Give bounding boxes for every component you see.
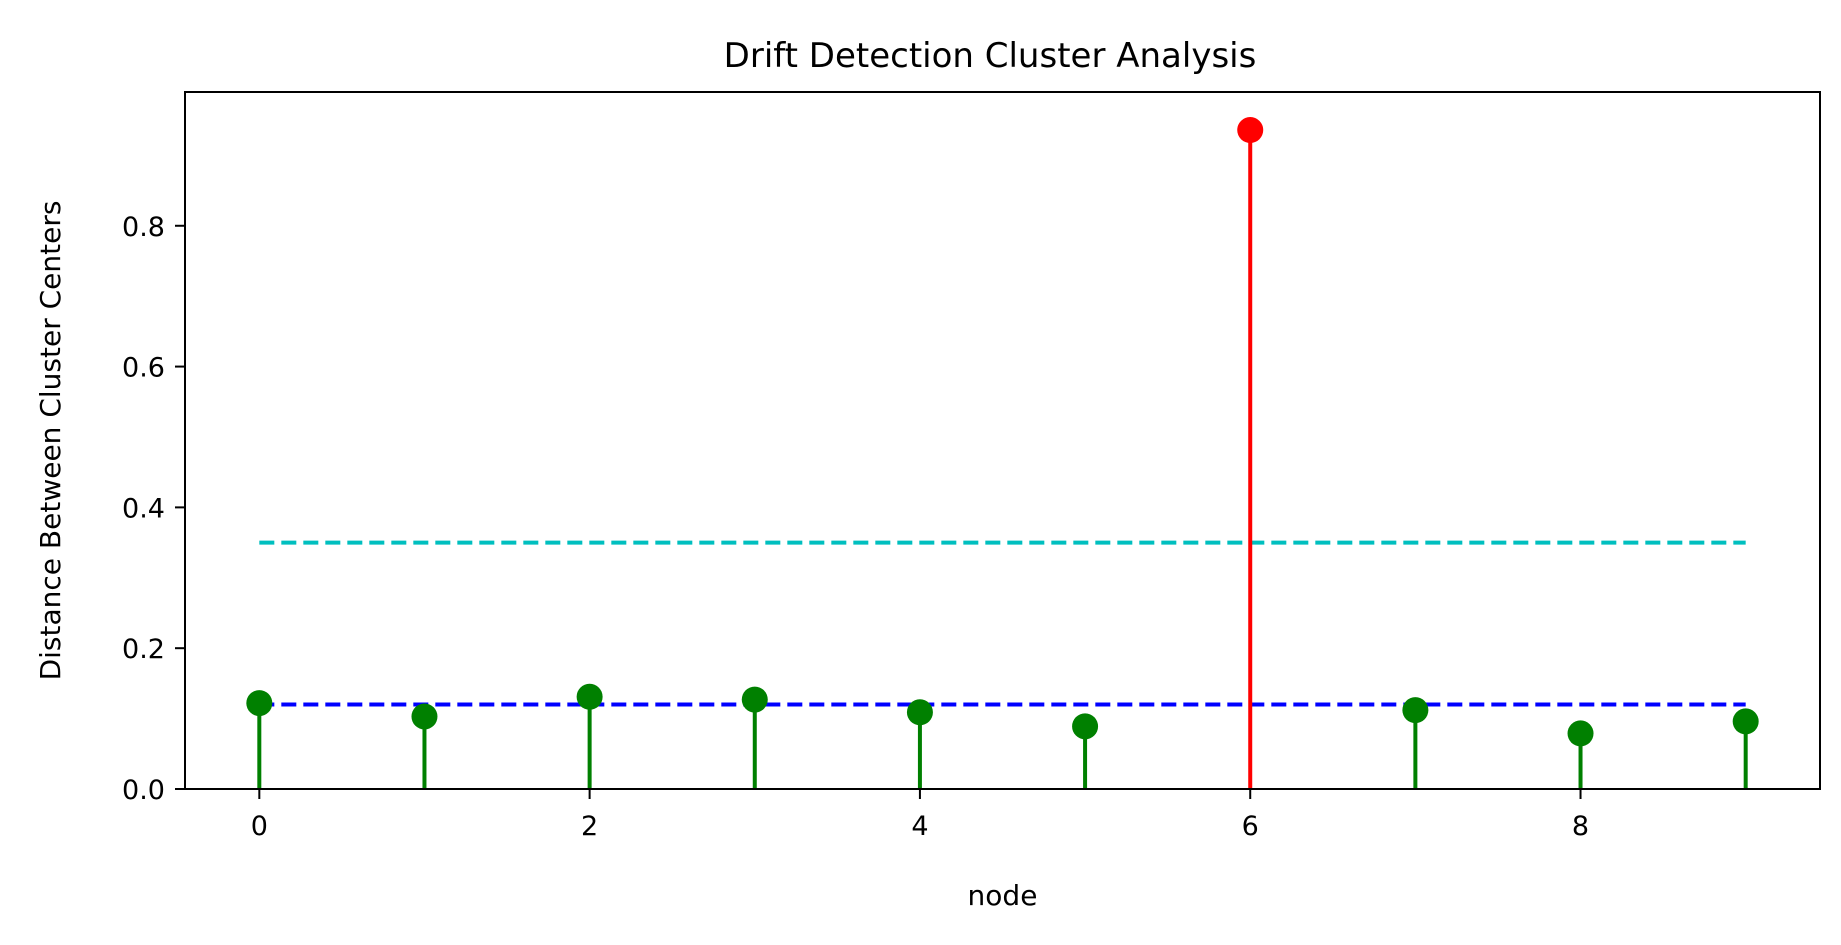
x-tick-label-4: 4	[911, 811, 928, 842]
y-tick-label-2: 0.4	[122, 493, 165, 524]
stem-marker-9	[1732, 708, 1759, 735]
x-axis-label: node	[968, 879, 1038, 912]
y-tick-label-0: 0.0	[122, 775, 165, 806]
y-tick-label-4: 0.8	[122, 212, 165, 243]
stem-marker-6	[1237, 117, 1264, 144]
plot-content	[246, 117, 1759, 789]
y-tick-label-1: 0.2	[122, 634, 165, 665]
stem-marker-2	[576, 683, 603, 710]
stem-marker-1	[411, 703, 438, 730]
y-axis-label: Distance Between Cluster Centers	[34, 201, 67, 681]
stem-marker-4	[906, 699, 933, 726]
plot-frame	[184, 91, 1821, 790]
x-tick-label-2: 2	[581, 811, 598, 842]
x-axis-ticks: 0 2 4 6 8	[251, 789, 1589, 842]
x-tick-label-6: 6	[1242, 811, 1259, 842]
stem-marker-5	[1072, 713, 1099, 740]
y-axis-ticks: 0.0 0.2 0.4 0.6 0.8	[122, 212, 185, 806]
stem-marker-8	[1567, 720, 1594, 747]
y-tick-label-3: 0.6	[122, 353, 165, 384]
stem-marker-7	[1402, 697, 1429, 724]
stem-marker-0	[246, 690, 273, 717]
x-tick-label-8: 8	[1572, 811, 1589, 842]
chart-title: Drift Detection Cluster Analysis	[724, 36, 1257, 76]
x-tick-label-0: 0	[251, 811, 268, 842]
stem-marker-3	[741, 686, 768, 713]
